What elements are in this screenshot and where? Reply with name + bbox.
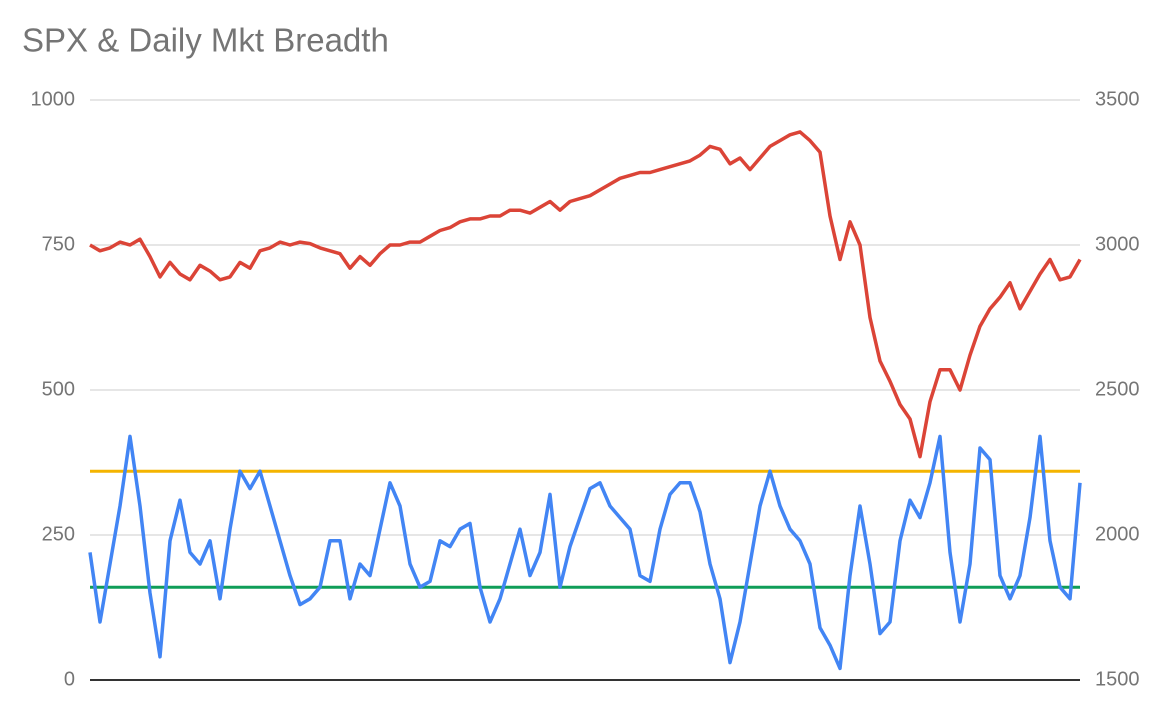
y-tick-label: 750: [42, 233, 75, 255]
y2-tick-label: 3500: [1095, 88, 1140, 110]
y2-tick-label: 2500: [1095, 378, 1140, 400]
y2-tick-label: 1500: [1095, 668, 1140, 690]
y2-tick-label: 3000: [1095, 233, 1140, 255]
y-tick-label: 250: [42, 523, 75, 545]
y-tick-label: 0: [64, 668, 75, 690]
y-tick-label: 500: [42, 378, 75, 400]
series-line: [88, 434, 1082, 671]
series-line: [89, 130, 1082, 459]
chart-title: SPX & Daily Mkt Breadth: [22, 22, 389, 59]
y2-tick-label: 2000: [1095, 523, 1140, 545]
y-tick-label: 1000: [31, 88, 76, 110]
